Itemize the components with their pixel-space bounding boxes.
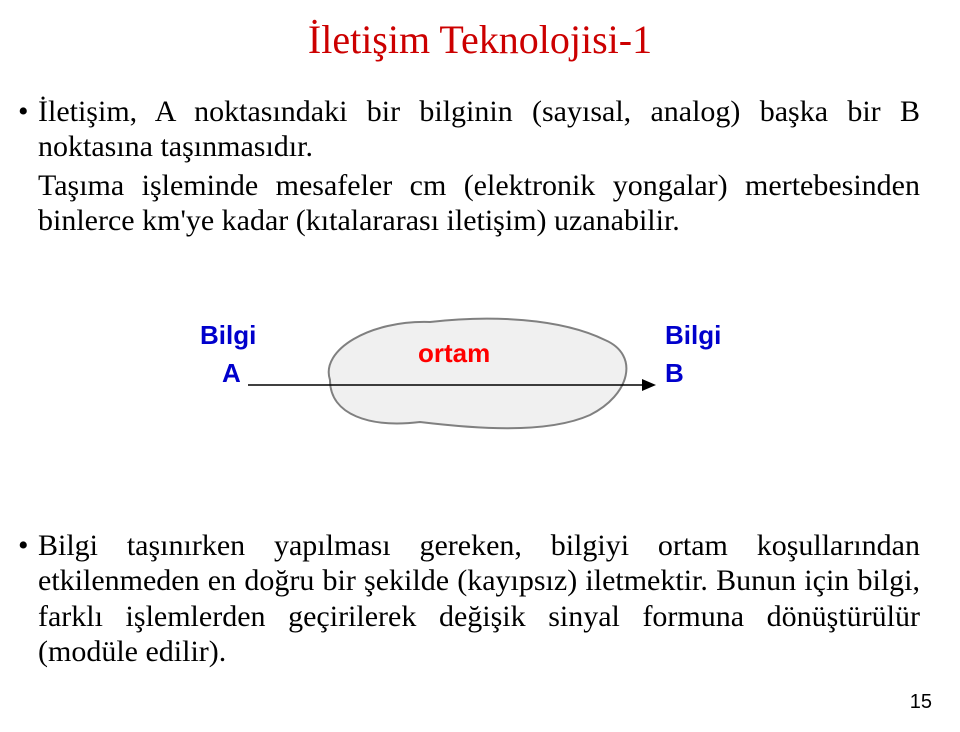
bullet-1: • İletişim, A noktasındaki bir bilginin … <box>38 94 920 165</box>
bullet-2: • Bilgi taşınırken yapılması gereken, bi… <box>38 528 920 670</box>
label-bilgi-right: Bilgi <box>665 320 721 351</box>
bullet-2-text: Bilgi taşınırken yapılması gereken, bilg… <box>38 529 920 668</box>
bullet-1b-text: Taşıma işleminde mesafeler cm (elektroni… <box>38 169 920 237</box>
slide-title: İletişim Teknolojisi-1 <box>0 16 960 63</box>
label-bilgi-left: Bilgi <box>200 320 256 351</box>
page-number: 15 <box>910 691 932 714</box>
communication-diagram: Bilgi A ortam Bilgi B <box>0 310 960 510</box>
bullet-dot-icon: • <box>18 94 29 129</box>
medium-blob-shape <box>329 319 627 429</box>
arrow-head-icon <box>642 379 656 391</box>
label-b: B <box>665 358 684 389</box>
bullet-1-text: İletişim, A noktasındaki bir bilginin (s… <box>38 95 920 163</box>
label-a: A <box>222 358 241 389</box>
bullet-1b: Taşıma işleminde mesafeler cm (elektroni… <box>38 168 920 239</box>
bullet-dot-icon: • <box>18 528 29 563</box>
label-ortam: ortam <box>418 338 490 369</box>
